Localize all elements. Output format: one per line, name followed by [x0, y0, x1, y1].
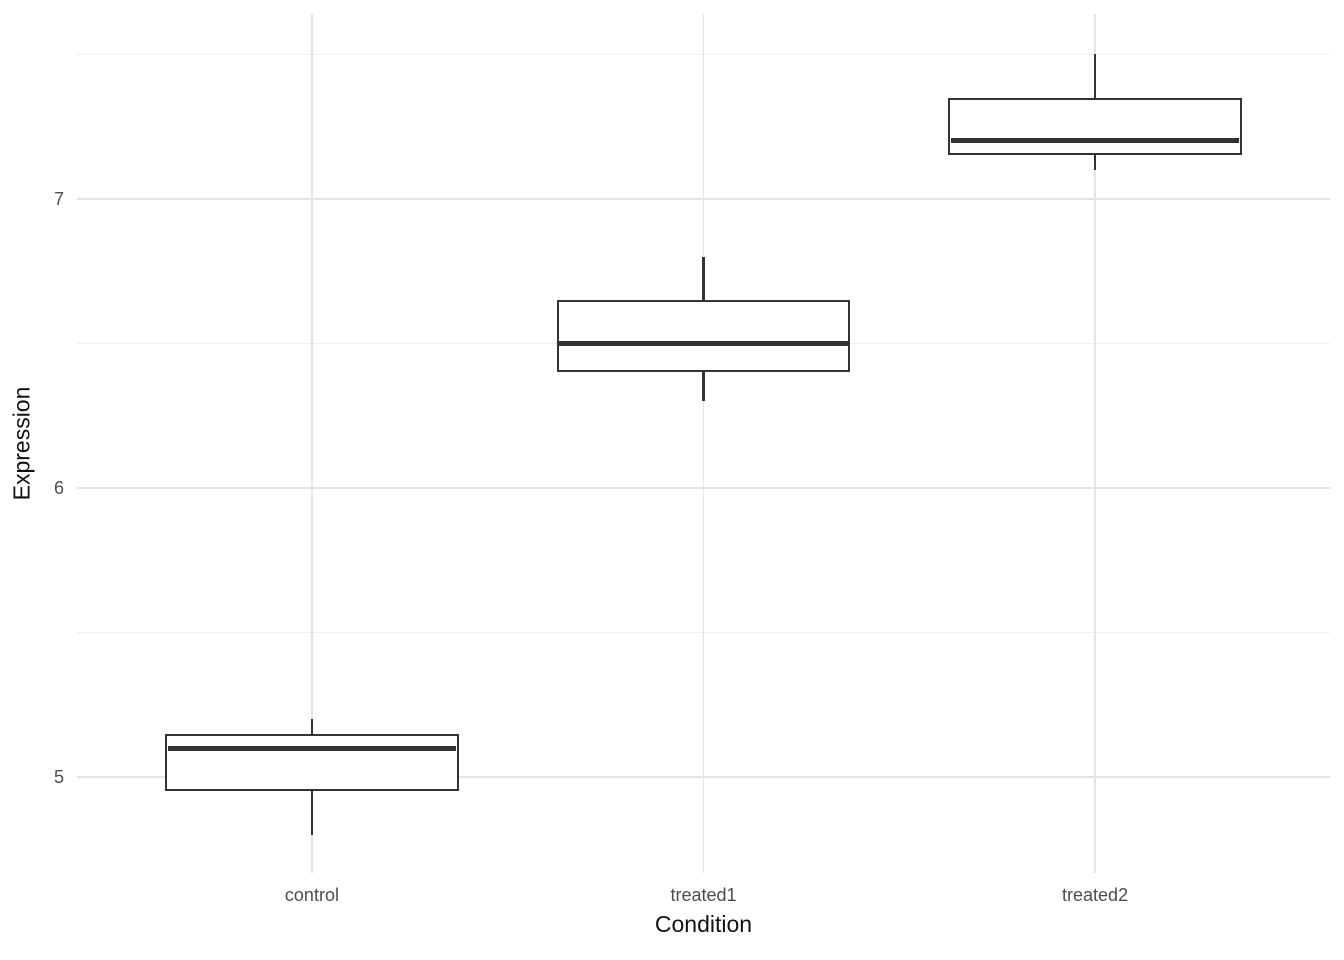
- whisker-lower-control: [310, 791, 314, 835]
- median-line-treated2: [950, 138, 1240, 144]
- x-tick-label-control: control: [284, 885, 339, 905]
- box-iqr-control: [165, 733, 459, 792]
- x-tick-label-treated1: treated1: [670, 885, 737, 905]
- y-tick-label-7: 7: [53, 188, 64, 209]
- boxplot-control: [77, 14, 1330, 873]
- y-tick-label-5: 5: [53, 767, 64, 787]
- whisker-lower-treated1: [702, 372, 705, 402]
- boxplot-treated2: [77, 14, 1330, 873]
- plot-panel: [77, 14, 1330, 873]
- gridline-major-x-control: [311, 14, 313, 873]
- box-iqr-treated2: [948, 97, 1242, 156]
- gridline-major-x-treated1: [702, 14, 705, 873]
- median-line-treated1: [559, 340, 848, 346]
- whisker-lower-treated2: [1093, 155, 1097, 170]
- x-axis-title: Condition: [654, 911, 753, 937]
- whisker-upper-treated1: [702, 256, 705, 300]
- y-tick-label-6: 6: [53, 477, 64, 498]
- median-line-control: [167, 745, 457, 751]
- box-iqr-treated1: [556, 299, 851, 373]
- boxplot-treated1: [77, 14, 1330, 873]
- y-axis-title: Expression: [8, 386, 35, 500]
- whisker-upper-treated2: [1093, 54, 1097, 98]
- x-tick-label-treated2: treated2: [1062, 885, 1129, 905]
- whisker-upper-control: [310, 719, 314, 734]
- gridline-major-x-treated2: [1094, 14, 1096, 873]
